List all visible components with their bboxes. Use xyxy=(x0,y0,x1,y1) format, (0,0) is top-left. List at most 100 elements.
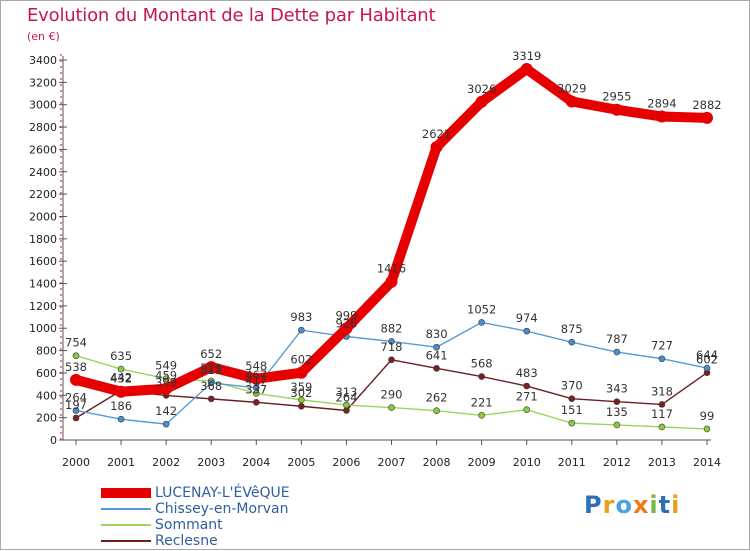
data-point-sommant xyxy=(523,406,531,414)
data-label-chissey: 875 xyxy=(561,322,583,336)
data-label-chissey: 787 xyxy=(606,332,628,346)
data-point-lucenay xyxy=(610,103,623,116)
y-tick-label: 3000 xyxy=(29,99,57,112)
data-point-chissey xyxy=(523,327,531,335)
data-label-lucenay: 459 xyxy=(155,369,177,383)
data-label-chissey: 727 xyxy=(651,339,673,353)
data-label-lucenay: 2955 xyxy=(602,90,631,104)
data-point-lucenay xyxy=(520,63,533,76)
data-point-reclesne xyxy=(613,398,621,405)
y-tick-label: 2400 xyxy=(29,166,57,179)
x-tick-label: 2012 xyxy=(603,456,631,469)
data-label-sommant: 221 xyxy=(471,395,493,409)
x-tick-label: 2008 xyxy=(423,456,451,469)
data-point-sommant xyxy=(433,407,440,415)
data-point-sommant xyxy=(388,404,395,411)
data-point-lucenay xyxy=(385,275,398,288)
data-point-lucenay xyxy=(295,366,308,379)
data-label-chissey: 974 xyxy=(516,311,538,325)
data-point-chissey xyxy=(703,364,711,372)
y-tick-label: 2000 xyxy=(29,210,57,223)
data-label-lucenay: 3319 xyxy=(512,49,541,63)
data-label-lucenay: 432 xyxy=(110,372,132,386)
data-label-reclesne: 337 xyxy=(245,382,267,396)
data-label-reclesne: 197 xyxy=(65,398,87,412)
data-label-lucenay: 538 xyxy=(65,360,87,374)
y-tick-label: 1000 xyxy=(29,322,57,335)
data-point-reclesne xyxy=(298,402,305,410)
x-tick-label: 2004 xyxy=(242,456,270,469)
data-label-lucenay: 2894 xyxy=(647,97,676,111)
data-point-sommant xyxy=(72,352,80,360)
chart-unit-label: (en €) xyxy=(27,30,60,43)
y-tick-label: 600 xyxy=(36,367,57,380)
data-label-sommant: 359 xyxy=(290,380,312,394)
data-point-reclesne xyxy=(478,373,485,380)
y-tick-label: 0 xyxy=(50,434,57,447)
data-label-reclesne: 641 xyxy=(426,348,448,362)
data-point-chissey xyxy=(298,326,305,334)
data-label-reclesne: 568 xyxy=(471,357,493,371)
y-tick-label: 3200 xyxy=(29,76,57,89)
legend-label-lucenay: LUCENAY-L'ÉVêQUE xyxy=(155,485,290,501)
legend-swatch-sommant xyxy=(101,524,151,526)
y-tick-label: 400 xyxy=(36,389,57,402)
data-point-lucenay xyxy=(430,141,443,154)
y-tick-label: 2800 xyxy=(29,121,57,134)
data-label-reclesne: 343 xyxy=(606,382,628,396)
data-point-sommant xyxy=(568,419,576,427)
data-label-chissey: 644 xyxy=(696,348,718,362)
x-tick-label: 2009 xyxy=(468,456,496,469)
data-point-chissey xyxy=(478,319,485,326)
data-point-chissey xyxy=(252,384,260,392)
y-tick-label: 3400 xyxy=(29,54,57,67)
x-tick-label: 2014 xyxy=(693,456,721,469)
x-tick-label: 2010 xyxy=(513,456,541,469)
data-label-reclesne: 264 xyxy=(335,390,357,404)
data-label-reclesne: 368 xyxy=(200,379,222,393)
data-label-sommant: 290 xyxy=(381,388,403,402)
data-label-reclesne: 370 xyxy=(561,379,583,393)
data-point-chissey xyxy=(433,343,440,351)
data-label-sommant: 529 xyxy=(200,361,222,375)
legend-swatch-lucenay xyxy=(101,488,151,498)
data-label-lucenay: 2621 xyxy=(422,127,451,141)
data-label-chissey: 264 xyxy=(65,390,87,404)
data-point-lucenay xyxy=(115,385,128,398)
x-tick-label: 2000 xyxy=(62,456,90,469)
data-label-sommant: 635 xyxy=(110,349,132,363)
data-label-sommant: 117 xyxy=(651,407,673,421)
data-label-chissey: 926 xyxy=(335,317,357,331)
x-tick-label: 2006 xyxy=(332,456,360,469)
data-point-reclesne xyxy=(343,407,350,414)
data-label-chissey: 983 xyxy=(290,310,312,324)
y-tick-label: 1600 xyxy=(29,255,57,268)
data-label-chissey: 467 xyxy=(245,368,267,382)
data-point-sommant xyxy=(298,396,305,404)
data-label-sommant: 271 xyxy=(516,390,538,404)
x-tick-label: 2003 xyxy=(197,456,225,469)
data-point-reclesne xyxy=(523,382,531,390)
data-point-chissey xyxy=(162,420,170,428)
data-label-reclesne: 602 xyxy=(696,353,718,367)
data-label-reclesne: 483 xyxy=(516,366,538,380)
data-label-chissey: 142 xyxy=(155,404,177,418)
x-tick-label: 2005 xyxy=(287,456,315,469)
legend-label-chissey: Chissey-en-Morvan xyxy=(155,501,289,517)
x-tick-label: 2007 xyxy=(378,456,406,469)
x-tick-label: 2011 xyxy=(558,456,586,469)
data-point-lucenay xyxy=(160,382,173,395)
data-point-lucenay xyxy=(475,95,488,108)
legend-swatch-chissey xyxy=(101,508,151,510)
data-label-reclesne: 442 xyxy=(110,371,132,385)
chart-title: Evolution du Montant de la Dette par Hab… xyxy=(27,5,436,26)
legend-swatch-reclesne xyxy=(101,540,151,542)
data-label-lucenay: 3026 xyxy=(467,82,496,96)
x-tick-label: 2013 xyxy=(648,456,676,469)
data-point-reclesne xyxy=(388,356,395,364)
data-point-lucenay xyxy=(565,95,578,108)
data-label-reclesne: 302 xyxy=(290,386,312,400)
y-tick-label: 800 xyxy=(36,345,57,358)
